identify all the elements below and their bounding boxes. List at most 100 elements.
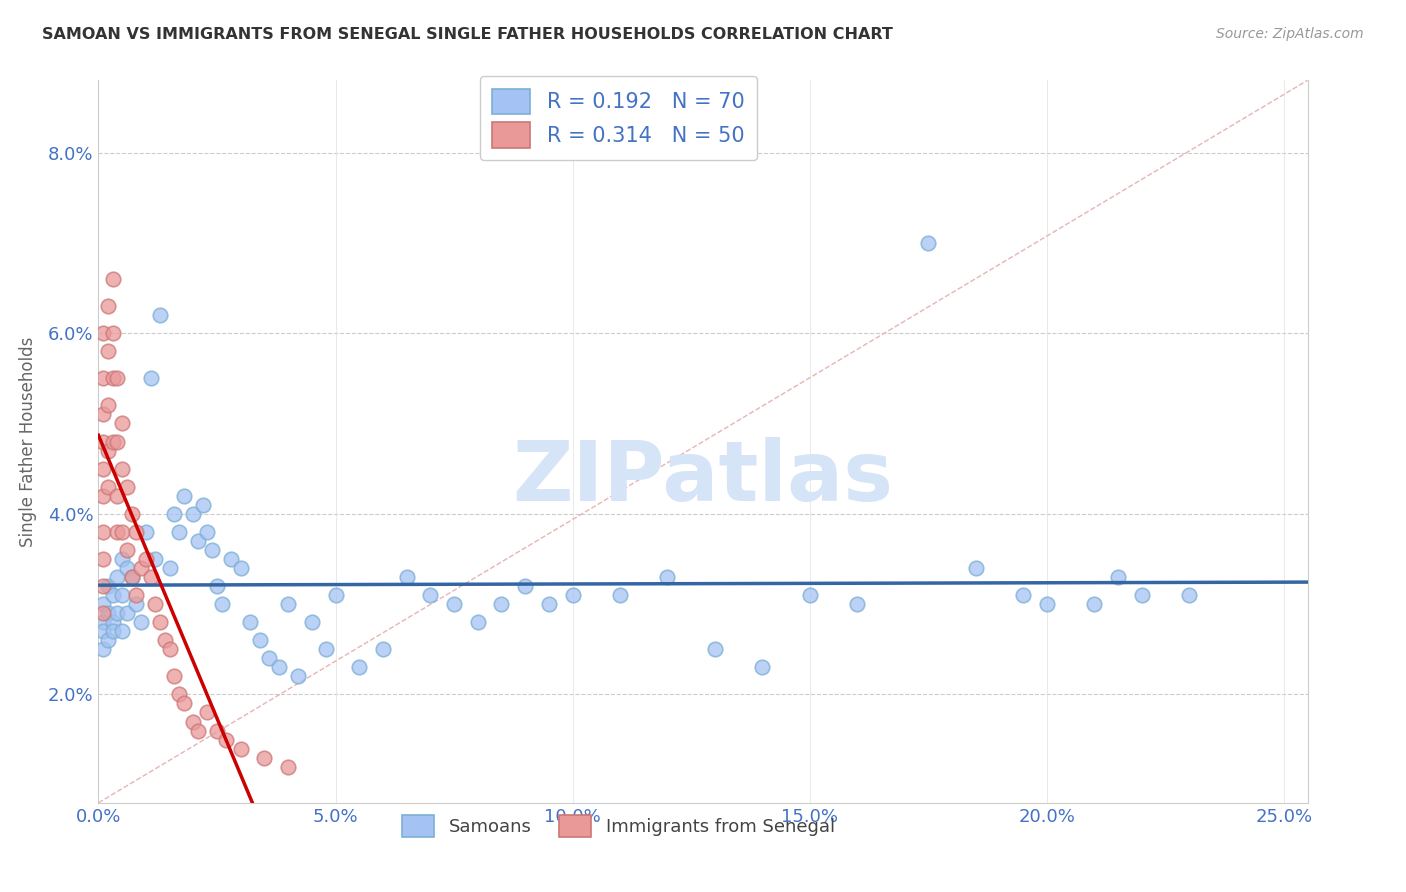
Point xyxy=(181,507,204,521)
Point xyxy=(197,524,219,539)
Point xyxy=(91,524,114,539)
Point xyxy=(139,570,162,584)
Point xyxy=(91,615,114,630)
Point xyxy=(211,597,233,611)
Point xyxy=(215,732,238,747)
Point xyxy=(163,669,186,683)
Point xyxy=(159,561,181,575)
Point xyxy=(965,561,987,575)
Point xyxy=(125,597,148,611)
Point xyxy=(105,570,128,584)
Point xyxy=(111,524,134,539)
Point xyxy=(135,524,157,539)
Point xyxy=(111,624,134,639)
Point xyxy=(561,588,583,602)
Point xyxy=(121,570,143,584)
Point xyxy=(1178,588,1201,602)
Point xyxy=(609,588,631,602)
Point xyxy=(187,723,209,738)
Point xyxy=(181,714,204,729)
Point xyxy=(97,480,120,494)
Point xyxy=(239,615,262,630)
Point xyxy=(229,741,252,756)
Point xyxy=(121,507,143,521)
Point xyxy=(105,434,128,449)
Point xyxy=(91,371,114,385)
Point xyxy=(315,642,337,657)
Point xyxy=(97,633,120,648)
Point xyxy=(917,235,939,250)
Point xyxy=(167,524,190,539)
Point xyxy=(101,434,124,449)
Point xyxy=(91,642,114,657)
Point xyxy=(101,615,124,630)
Point xyxy=(97,398,120,412)
Point xyxy=(105,371,128,385)
Point xyxy=(135,552,157,566)
Point xyxy=(101,588,124,602)
Point xyxy=(301,615,323,630)
Point xyxy=(115,606,138,620)
Text: Source: ZipAtlas.com: Source: ZipAtlas.com xyxy=(1216,27,1364,41)
Point xyxy=(491,597,513,611)
Point xyxy=(219,552,242,566)
Point xyxy=(115,561,138,575)
Point xyxy=(1036,597,1059,611)
Point xyxy=(97,443,120,458)
Text: ZIPatlas: ZIPatlas xyxy=(513,437,893,518)
Point xyxy=(91,326,114,340)
Point xyxy=(111,588,134,602)
Point xyxy=(91,624,114,639)
Point xyxy=(91,408,114,422)
Point xyxy=(371,642,394,657)
Point xyxy=(91,434,114,449)
Point xyxy=(149,308,172,322)
Point xyxy=(125,588,148,602)
Point xyxy=(91,552,114,566)
Point xyxy=(111,552,134,566)
Point xyxy=(249,633,271,648)
Point xyxy=(229,561,252,575)
Point xyxy=(101,371,124,385)
Point xyxy=(1130,588,1153,602)
Point xyxy=(163,507,186,521)
Point xyxy=(1107,570,1129,584)
Point xyxy=(101,624,124,639)
Point xyxy=(101,272,124,286)
Point xyxy=(173,697,195,711)
Point xyxy=(277,760,299,774)
Point xyxy=(167,687,190,701)
Point xyxy=(751,660,773,674)
Point xyxy=(121,570,143,584)
Point xyxy=(703,642,725,657)
Point xyxy=(111,461,134,475)
Point xyxy=(325,588,347,602)
Point xyxy=(257,651,280,665)
Point xyxy=(139,371,162,385)
Point xyxy=(91,597,114,611)
Point xyxy=(111,417,134,431)
Point xyxy=(277,597,299,611)
Point xyxy=(91,579,114,593)
Point xyxy=(97,579,120,593)
Point xyxy=(419,588,441,602)
Point xyxy=(91,461,114,475)
Point xyxy=(143,597,166,611)
Point xyxy=(129,561,152,575)
Point xyxy=(191,498,214,512)
Legend: Samoans, Immigrants from Senegal: Samoans, Immigrants from Senegal xyxy=(395,808,842,845)
Point xyxy=(97,606,120,620)
Point xyxy=(97,299,120,313)
Point xyxy=(173,489,195,503)
Point xyxy=(443,597,465,611)
Point xyxy=(101,326,124,340)
Point xyxy=(799,588,821,602)
Point xyxy=(395,570,418,584)
Point xyxy=(153,633,176,648)
Point xyxy=(537,597,560,611)
Point xyxy=(197,706,219,720)
Point xyxy=(143,552,166,566)
Point xyxy=(347,660,370,674)
Point xyxy=(115,480,138,494)
Point xyxy=(125,524,148,539)
